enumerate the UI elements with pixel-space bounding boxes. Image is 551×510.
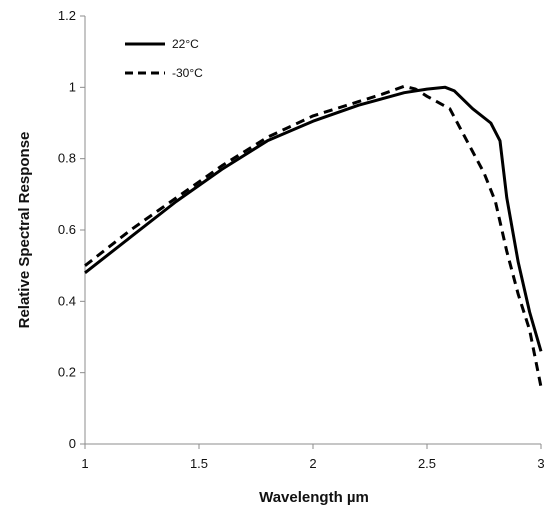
y-tick-label: 0 [69, 436, 76, 451]
series-line-minus30c [84, 84, 543, 388]
x-tick-label: 1 [81, 456, 88, 471]
x-axis-title: Wavelength µm [259, 489, 369, 506]
legend: 22°C -30°C [125, 37, 203, 80]
y-tick-label: 0.8 [58, 151, 76, 166]
y-axis-title: Relative Spectral Response [16, 132, 33, 329]
x-tick-label: 3 [537, 456, 544, 471]
plot-area: 0 0.2 0.4 0.6 0.8 1 1.2 1 1.5 2 2.5 3 [58, 8, 545, 471]
legend-label-22c: 22°C [172, 37, 199, 51]
y-tick-label: 1.2 [58, 8, 76, 23]
series-line-22c [84, 85, 543, 352]
y-tick-label: 0.2 [58, 365, 76, 380]
x-tick-label: 2.5 [418, 456, 436, 471]
x-tick-label: 2 [309, 456, 316, 471]
y-tick-label: 0.4 [58, 293, 76, 308]
y-tick-label: 0.6 [58, 222, 76, 237]
legend-label-minus30c: -30°C [172, 66, 203, 80]
y-tick-label: 1 [69, 79, 76, 94]
x-tick-label: 1.5 [190, 456, 208, 471]
